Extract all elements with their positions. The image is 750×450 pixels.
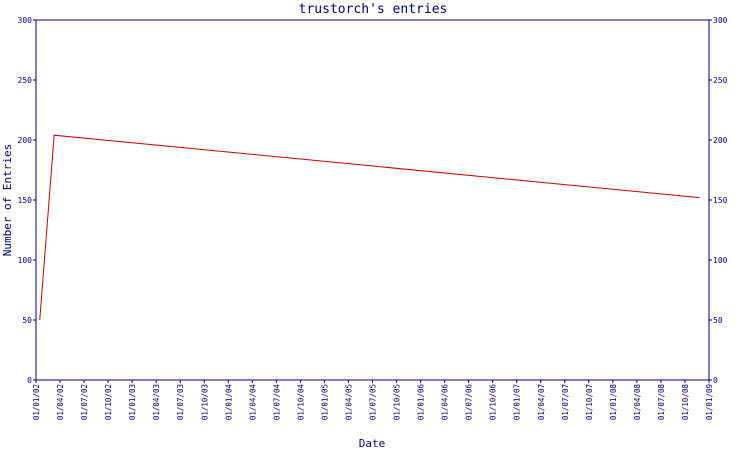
y-tick-label-left: 50: [22, 316, 32, 325]
series-layer: [39, 134, 700, 321]
x-tick-label: 01/01/06: [417, 384, 426, 421]
x-tick-label: 01/04/03: [152, 384, 161, 420]
x-tick-label: 01/04/02: [56, 384, 65, 420]
x-tick-label: 01/01/03: [128, 384, 137, 420]
x-tick-label: 01/07/03: [176, 384, 185, 420]
y-tick-label-right: 300: [713, 16, 728, 25]
x-tick-label: 01/01/02: [32, 384, 41, 420]
x-tick-label: 01/01/05: [320, 384, 329, 420]
y-tick-label-right: 200: [713, 136, 728, 145]
x-tick-label: 01/01/07: [513, 384, 522, 420]
x-tick-label: 01/07/07: [561, 384, 570, 420]
y-tick-label-left: 300: [18, 16, 33, 25]
x-tick-label: 01/04/07: [537, 384, 546, 420]
plot-frame: [35, 19, 710, 381]
y-axis-right: 0 50 100 150 200 250 300: [709, 16, 728, 385]
y-tick-label-left: 100: [18, 256, 33, 265]
x-axis-label: Date: [359, 437, 386, 450]
y-tick-label-right: 0: [713, 376, 718, 385]
x-tick-label: 01/10/05: [393, 384, 402, 420]
y-tick-label-right: 150: [713, 196, 728, 205]
chart-title: trustorch's entries: [299, 2, 448, 17]
x-axis: 01/01/02 01/04/02 01/07/02 01/10/02 01/01/03…: [32, 380, 714, 420]
x-tick-label: 01/07/05: [369, 384, 378, 420]
x-tick-label: 01/04/08: [633, 384, 642, 421]
x-tick-label: 01/10/03: [200, 384, 209, 420]
x-tick-label: 01/04/04: [248, 384, 257, 421]
x-tick-label: 01/10/06: [489, 384, 498, 421]
x-tick-label: 01/04/05: [344, 384, 353, 420]
y-tick-label-right: 100: [713, 256, 728, 265]
y-axis-label: Number of Entries: [1, 144, 14, 257]
x-tick-label: 01/04/06: [441, 384, 450, 421]
series-line: [39, 134, 700, 321]
x-tick-label: 01/10/04: [296, 384, 305, 421]
x-tick-label: 01/07/08: [657, 384, 666, 421]
x-tick-label: 01/07/06: [465, 384, 474, 421]
x-tick-label: 01/10/07: [585, 384, 594, 420]
y-tick-label-left: 250: [18, 76, 33, 85]
x-tick-label: 01/01/08: [609, 384, 618, 421]
x-tick-label: 01/07/02: [80, 384, 89, 420]
x-tick-label: 01/10/08: [681, 384, 690, 421]
x-tick-label: 01/10/02: [104, 384, 113, 420]
y-tick-label-right: 250: [713, 76, 728, 85]
y-tick-label-right: 50: [713, 316, 723, 325]
x-tick-label: 01/07/04: [272, 384, 281, 421]
y-tick-label-left: 200: [18, 136, 33, 145]
x-tick-label: 01/01/09: [705, 384, 714, 420]
y-axis-left: 0 50 100 150 200 250 300: [18, 16, 36, 385]
y-tick-label-left: 150: [18, 196, 33, 205]
x-tick-label: 01/01/04: [224, 384, 233, 421]
y-tick-label-left: 0: [27, 376, 32, 385]
